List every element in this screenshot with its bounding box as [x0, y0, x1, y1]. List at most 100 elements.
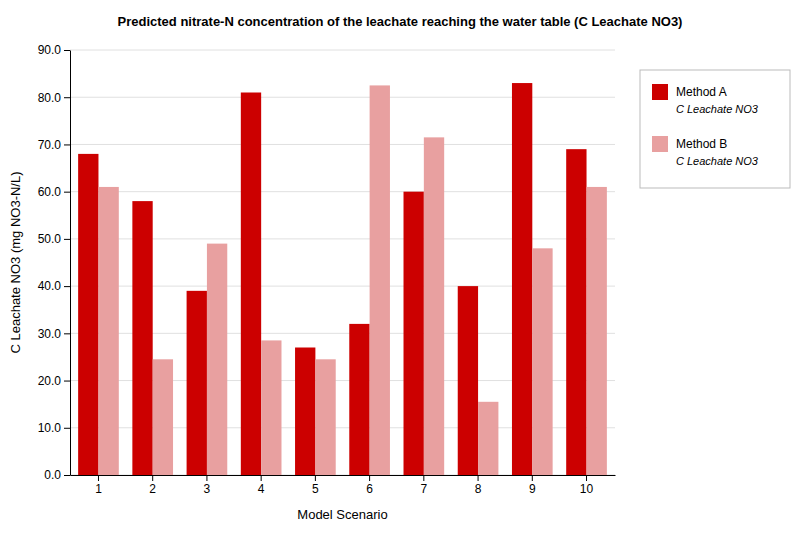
x-tick-mark	[261, 475, 262, 481]
y-tick: 80.0	[38, 91, 70, 105]
legend-label-line: C Leachate NO3	[676, 155, 759, 167]
bar	[132, 201, 152, 475]
chart: 1 2 3 4 5 6 7 8 9 10 0.0 10.0 20.0 30.0 40.0 50.0 60.0 70…	[0, 0, 800, 533]
bar	[424, 137, 444, 475]
x-tick-label: 5	[312, 482, 319, 496]
y-tick: 60.0	[38, 185, 70, 199]
y-tick-mark	[64, 50, 70, 51]
y-tick: 50.0	[38, 232, 70, 246]
x-tick-label: 3	[204, 482, 211, 496]
x-tick-mark	[98, 475, 99, 481]
bar	[187, 291, 207, 475]
grid-line	[70, 50, 615, 51]
bar	[78, 154, 98, 475]
bar	[349, 324, 369, 475]
bar	[153, 359, 173, 475]
y-tick-mark	[64, 144, 70, 145]
x-tick-label: 2	[149, 482, 156, 496]
x-tick-label: 6	[366, 482, 373, 496]
x-axis: 1 2 3 4 5 6 7 8 9 10	[71, 475, 616, 496]
y-tick-mark	[64, 192, 70, 193]
y-tick-mark	[64, 475, 70, 476]
x-tick: 8	[475, 475, 482, 496]
y-tick-mark	[64, 97, 70, 98]
x-tick-mark	[532, 475, 533, 481]
x-tick-mark	[478, 475, 479, 481]
y-axis-line	[70, 51, 71, 476]
y-tick-mark	[64, 286, 70, 287]
x-axis-title: Model Scenario	[297, 507, 387, 522]
y-axis-title: C Leachate NO3 (mg NO3-N/L)	[8, 171, 23, 353]
x-tick: 6	[366, 475, 373, 496]
bar	[207, 244, 227, 475]
bar	[587, 187, 607, 475]
y-tick-label: 50.0	[38, 232, 62, 246]
y-tick-label: 60.0	[38, 185, 62, 199]
y-tick-label: 20.0	[38, 374, 62, 388]
bar	[295, 348, 315, 476]
y-tick: 20.0	[38, 374, 70, 388]
legend-label-line: Method B	[676, 137, 727, 151]
y-tick: 40.0	[38, 279, 70, 293]
grid-line	[70, 191, 615, 192]
legend-label-line: Method A	[676, 85, 727, 99]
y-tick-label: 70.0	[38, 138, 62, 152]
y-tick: 90.0	[38, 43, 70, 57]
bar	[566, 149, 586, 475]
x-tick: 5	[312, 475, 319, 496]
x-tick-mark	[586, 475, 587, 481]
y-tick-label: 80.0	[38, 91, 62, 105]
y-tick-label: 40.0	[38, 279, 62, 293]
x-tick-mark	[315, 475, 316, 481]
x-tick-label: 9	[529, 482, 536, 496]
bar	[478, 402, 498, 475]
y-tick-label: 30.0	[38, 327, 62, 341]
title: Predicted nitrate-N concentration of the…	[118, 14, 683, 29]
legend-label: Method AC Leachate NO3	[676, 85, 759, 115]
y-tick: 30.0	[38, 327, 70, 341]
x-tick-mark	[152, 475, 153, 481]
x-tick: 4	[258, 475, 265, 496]
y-tick-label: 0.0	[44, 468, 61, 482]
x-tick: 10	[580, 475, 594, 496]
x-tick-mark	[423, 475, 424, 481]
x-tick-label: 4	[258, 482, 265, 496]
y-tick-mark	[64, 239, 70, 240]
x-tick: 9	[529, 475, 536, 496]
legend-box	[640, 70, 790, 188]
bar	[404, 192, 424, 475]
grid	[70, 50, 615, 475]
bar	[98, 187, 118, 475]
y-tick-mark	[64, 333, 70, 334]
x-tick: 3	[204, 475, 211, 496]
bars	[78, 83, 607, 475]
bar	[261, 340, 281, 475]
bar	[532, 248, 552, 475]
legend-label: Method B C Leachate NO3	[676, 137, 759, 167]
grid-line	[70, 97, 615, 98]
bar	[458, 286, 478, 475]
bar	[241, 93, 261, 476]
y-tick-mark	[64, 381, 70, 382]
bar-series	[78, 83, 586, 475]
grid-line	[70, 144, 615, 145]
x-tick-label: 8	[475, 482, 482, 496]
legend-swatch	[652, 136, 668, 152]
legend-swatch	[652, 84, 668, 100]
x-tick-mark	[206, 475, 207, 481]
bar	[512, 83, 532, 475]
y-tick: 70.0	[38, 138, 70, 152]
legend-item: Method AC Leachate NO3	[652, 84, 759, 115]
plot: 1 2 3 4 5 6 7 8 9 10 0.0 10.0 20.0 30.0 40.0 50.0 60.0 70…	[38, 43, 616, 495]
x-tick: 7	[420, 475, 427, 496]
bar	[370, 85, 390, 475]
bar	[315, 359, 335, 475]
x-tick-label: 1	[95, 482, 102, 496]
y-tick: 10.0	[38, 421, 70, 435]
y-tick-label: 90.0	[38, 43, 62, 57]
x-tick-label: 10	[580, 482, 594, 496]
y-tick: 0.0	[44, 468, 70, 482]
x-tick-mark	[369, 475, 370, 481]
y-tick-label: 10.0	[38, 421, 62, 435]
y-axis: 0.0 10.0 20.0 30.0 40.0 50.0 60.0 70.0 80.0 90.0	[38, 43, 71, 482]
